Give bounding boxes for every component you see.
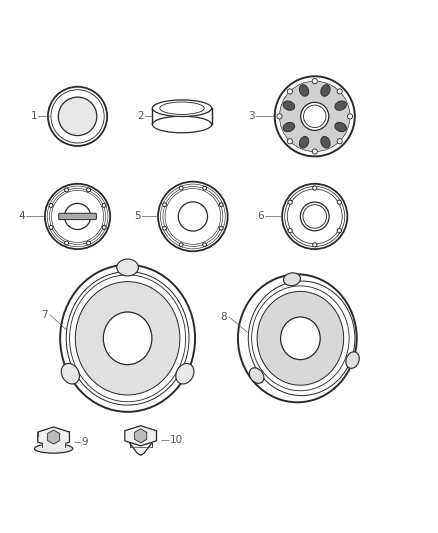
Polygon shape <box>130 443 152 447</box>
Ellipse shape <box>117 259 138 276</box>
FancyBboxPatch shape <box>59 213 96 220</box>
Text: 1: 1 <box>31 111 38 122</box>
Ellipse shape <box>176 364 194 384</box>
Ellipse shape <box>335 123 346 132</box>
Circle shape <box>279 81 350 151</box>
Ellipse shape <box>70 275 186 402</box>
Circle shape <box>64 204 91 230</box>
Circle shape <box>337 229 342 233</box>
Circle shape <box>313 243 317 247</box>
Text: 8: 8 <box>220 312 227 322</box>
Polygon shape <box>134 429 147 443</box>
Circle shape <box>337 89 342 94</box>
Text: 3: 3 <box>248 111 254 122</box>
Circle shape <box>162 227 166 230</box>
Bar <box>152 108 212 125</box>
Circle shape <box>87 188 91 192</box>
Ellipse shape <box>66 271 189 405</box>
Circle shape <box>300 202 329 231</box>
Ellipse shape <box>257 292 344 385</box>
Circle shape <box>277 114 282 119</box>
Ellipse shape <box>299 85 309 96</box>
Ellipse shape <box>252 286 349 391</box>
Circle shape <box>49 225 53 229</box>
Ellipse shape <box>249 368 264 383</box>
Polygon shape <box>125 426 156 446</box>
Circle shape <box>287 139 293 144</box>
Ellipse shape <box>103 312 152 365</box>
Circle shape <box>162 203 166 207</box>
Circle shape <box>313 186 317 190</box>
Circle shape <box>288 200 292 204</box>
Text: 9: 9 <box>81 437 88 447</box>
Text: 6: 6 <box>258 212 264 221</box>
Circle shape <box>45 184 110 249</box>
Circle shape <box>64 241 68 245</box>
Ellipse shape <box>321 85 330 96</box>
Ellipse shape <box>248 281 355 395</box>
Circle shape <box>87 241 91 245</box>
Ellipse shape <box>60 265 195 412</box>
Ellipse shape <box>238 274 357 402</box>
Circle shape <box>282 184 347 249</box>
Text: 5: 5 <box>134 212 141 221</box>
Circle shape <box>301 102 329 131</box>
Ellipse shape <box>152 116 212 133</box>
Text: 10: 10 <box>170 435 184 445</box>
Polygon shape <box>42 443 65 447</box>
Polygon shape <box>38 427 70 447</box>
Circle shape <box>179 243 183 247</box>
Circle shape <box>102 204 106 207</box>
Ellipse shape <box>61 364 79 384</box>
Circle shape <box>337 139 342 144</box>
Ellipse shape <box>283 273 300 286</box>
Ellipse shape <box>152 100 212 117</box>
Circle shape <box>48 87 107 146</box>
Polygon shape <box>48 430 60 444</box>
Polygon shape <box>130 443 152 455</box>
Circle shape <box>102 225 106 229</box>
Ellipse shape <box>321 136 330 148</box>
Circle shape <box>51 90 104 143</box>
Circle shape <box>347 114 353 119</box>
Circle shape <box>304 105 326 127</box>
Circle shape <box>64 188 68 192</box>
Circle shape <box>203 186 207 190</box>
Circle shape <box>219 227 223 230</box>
Circle shape <box>288 229 292 233</box>
Ellipse shape <box>283 123 295 132</box>
Circle shape <box>312 149 318 154</box>
Ellipse shape <box>283 101 295 110</box>
Circle shape <box>58 97 97 135</box>
Text: 2: 2 <box>137 111 144 122</box>
Circle shape <box>312 78 318 84</box>
Ellipse shape <box>346 352 359 368</box>
Ellipse shape <box>335 101 346 110</box>
Circle shape <box>179 186 183 190</box>
Ellipse shape <box>75 281 180 395</box>
Circle shape <box>337 200 342 204</box>
Circle shape <box>158 182 228 251</box>
Circle shape <box>178 202 208 231</box>
Text: 7: 7 <box>41 310 48 320</box>
Ellipse shape <box>281 317 320 360</box>
Circle shape <box>287 89 293 94</box>
Circle shape <box>203 243 207 247</box>
Ellipse shape <box>299 136 309 148</box>
Circle shape <box>49 204 53 207</box>
Text: 4: 4 <box>19 212 25 221</box>
Circle shape <box>275 76 355 156</box>
Circle shape <box>303 205 326 228</box>
Circle shape <box>219 203 223 207</box>
Ellipse shape <box>35 444 73 453</box>
